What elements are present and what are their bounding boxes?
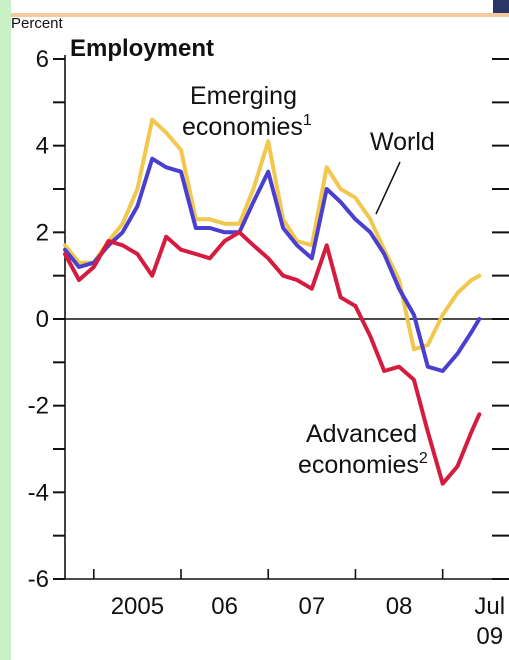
corner-block [493, 0, 509, 13]
label-world: World [370, 128, 435, 156]
y-tick-label: 0 [36, 306, 49, 333]
label-advanced-text: economies [298, 451, 419, 479]
y-tick-label: -6 [28, 566, 49, 593]
x-tick-label: 06 [211, 593, 238, 620]
top-border-strip [11, 0, 493, 17]
label-advanced-superscript: 2 [419, 450, 428, 467]
y-unit-label: Percent [11, 15, 64, 32]
x-tick-label: 07 [298, 593, 325, 620]
label-emerging-line2: economies1 [182, 112, 312, 141]
left-border-strip [0, 0, 11, 660]
series-line-world [63, 156, 482, 373]
label-emerging-text: economies [182, 113, 303, 141]
label-advanced-line2: economies2 [298, 450, 428, 479]
axes: -6 -4 -2 0 2 4 6 2005 06 07 08 Jul 09 [28, 46, 509, 650]
x-tick-label: 2005 [111, 593, 164, 620]
label-emerging-superscript: 1 [303, 112, 312, 129]
series-line-emerging-economies [63, 117, 482, 352]
y-tick-label: -4 [28, 479, 49, 506]
corner-block-underline [493, 13, 509, 17]
series-line-advanced-economies [63, 230, 482, 486]
x-tick-label: 08 [386, 593, 413, 620]
chart-title: Employment [70, 35, 214, 62]
label-emerging-line1: Emerging [190, 82, 297, 110]
series-layer [63, 117, 482, 486]
y-tick-label: -2 [28, 393, 49, 420]
y-tick-label: 4 [36, 133, 49, 160]
y-tick-label: 6 [36, 46, 49, 73]
x-tick-label: 09 [476, 623, 503, 650]
label-advanced-line1: Advanced [306, 420, 417, 448]
x-tick-label: Jul [474, 593, 505, 620]
label-world-leader-line [375, 161, 401, 215]
y-tick-label: 2 [36, 219, 49, 246]
